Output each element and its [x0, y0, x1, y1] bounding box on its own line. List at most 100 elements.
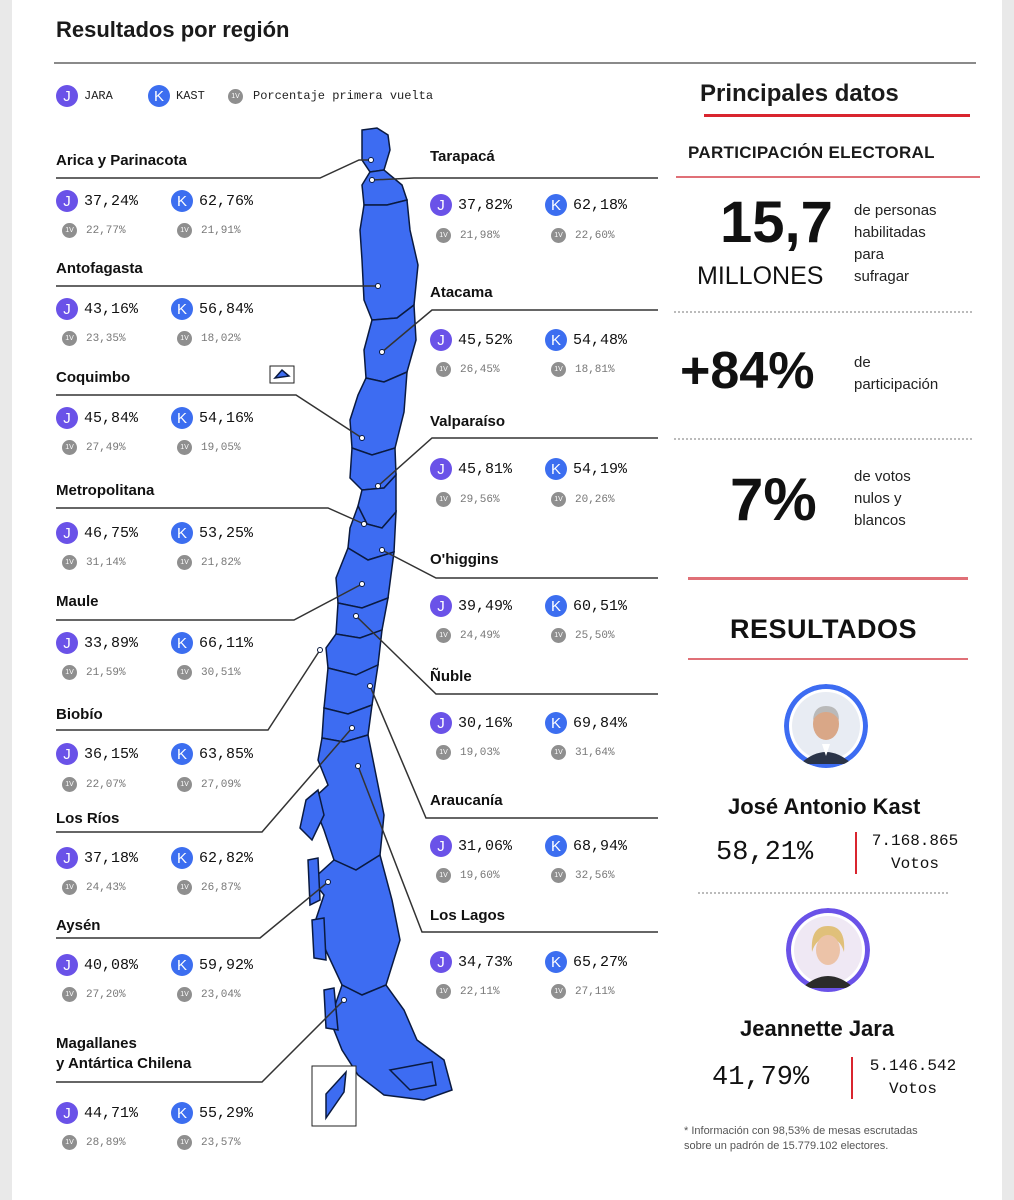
kast-first-round-pct: 26,87% — [201, 881, 241, 894]
kast-badge-icon: K — [545, 951, 567, 973]
first-round-badge-icon: 1V — [436, 362, 451, 377]
region-name: Arica y Parinacota — [56, 152, 187, 169]
votes-count: 7.168.865 — [871, 832, 959, 850]
region-shape-islands-2 — [311, 917, 327, 961]
votes-label: Votos — [890, 855, 939, 873]
first-round-badge-icon: 1V — [436, 492, 451, 507]
kast-first-round-pct: 23,04% — [201, 988, 241, 1001]
participation-underline — [676, 176, 980, 178]
jara-first-round-pct: 23,35% — [86, 332, 126, 345]
first-round-badge-icon: 1V — [177, 555, 192, 570]
region-nuble: Ñuble J 30,16% K 69,84% 1V 19,03% 1V 31,64% — [430, 668, 670, 778]
candidate-name: Jeannette Jara — [740, 1016, 895, 1041]
jara-portrait-icon — [786, 908, 870, 992]
jara-pct: 43,16% — [84, 300, 139, 318]
chile-map — [56, 127, 658, 1127]
stat-divider — [674, 438, 972, 440]
kast-first-round-pct: 21,82% — [201, 556, 241, 569]
first-round-badge-icon: 1V — [551, 228, 566, 243]
jara-pct: 36,15% — [84, 745, 139, 763]
kast-badge-icon: K — [545, 458, 567, 480]
kast-first-round-pct: 22,60% — [575, 229, 615, 242]
kast-pct: 62,76% — [199, 192, 254, 210]
jara-badge-icon: J — [430, 951, 452, 973]
jara-first-round-pct: 19,03% — [460, 746, 500, 759]
first-round-badge-icon: 1V — [62, 777, 77, 792]
kast-pct: 56,84% — [199, 300, 254, 318]
jara-badge-icon: J — [56, 847, 78, 869]
legend-jara: J JARA — [56, 84, 113, 108]
jara-first-round-pct: 29,56% — [460, 493, 500, 506]
stat-desc-line: para — [854, 246, 885, 263]
kast-first-round-pct: 20,26% — [575, 493, 615, 506]
jara-pct: 40,08% — [84, 956, 139, 974]
kast-badge-icon: K — [171, 407, 193, 429]
first-round-badge-icon: 1V — [62, 1135, 77, 1150]
first-round-badge-icon: 1V — [177, 880, 192, 895]
leader-lines — [56, 159, 658, 1083]
region-name: Los Lagos — [430, 907, 506, 924]
jara-pct: 33,89% — [84, 634, 139, 652]
stat-description: de votos nulos y blancos — [854, 466, 911, 532]
kast-pct: 65,27% — [573, 953, 628, 971]
region-shape-aysen — [310, 853, 401, 996]
region-ohiggins: O'higgins J 39,49% K 60,51% 1V 24,49% 1V 25,… — [430, 551, 670, 661]
region-biobio: Biobío J 36,15% K 63,85% 1V 22,07% 1V 27,09% — [56, 706, 296, 816]
footnote-line: sobre un padrón de 15.779.102 electores. — [684, 1140, 889, 1152]
legend-first-round-label: Porcentaje primera vuelta — [253, 89, 434, 103]
footnote-line: * Información con 98,53% de mesas escrut… — [684, 1125, 918, 1137]
first-round-badge-icon: 1V — [436, 628, 451, 643]
first-round-badge-icon: 1V — [551, 745, 566, 760]
first-round-badge-icon: 1V — [62, 331, 77, 346]
jara-badge-icon: J — [56, 1102, 78, 1124]
kast-first-round-pct: 21,91% — [201, 224, 241, 237]
region-name-line1: Magallanes — [56, 1035, 137, 1052]
first-round-badge-icon: 1V — [551, 628, 566, 643]
kast-badge-icon: K — [171, 954, 193, 976]
jara-badge-icon: J — [56, 190, 78, 212]
votes-count: 5.146.542 — [869, 1057, 957, 1075]
jara-pct: 37,18% — [84, 849, 139, 867]
first-round-badge-icon: 1V — [177, 1135, 192, 1150]
jara-badge-icon: J — [430, 595, 452, 617]
region-shape-islands-1 — [307, 857, 321, 907]
region-los-rios: Los Ríos J 37,18% K 62,82% 1V 24,43% 1V 26,8… — [56, 810, 296, 920]
kast-badge-icon: K — [171, 298, 193, 320]
region-shape-antofagasta — [359, 199, 419, 321]
jara-first-round-pct: 27,49% — [86, 441, 126, 454]
first-round-badge-icon: 1V — [551, 362, 566, 377]
region-los-lagos: Los Lagos J 34,73% K 65,27% 1V 22,11% 1V 27,… — [430, 907, 670, 1017]
kast-badge-icon: K — [545, 595, 567, 617]
region-metropolitana: Metropolitana J 46,75% K 53,25% 1V 31,14% 1… — [56, 482, 296, 592]
map-regions — [299, 127, 453, 1101]
jara-pct: 44,71% — [84, 1104, 139, 1122]
kast-badge-icon: K — [148, 85, 170, 107]
first-round-badge-icon: 1V — [177, 987, 192, 1002]
kast-pct: 68,94% — [573, 837, 628, 855]
region-shape-los-lagos — [311, 734, 385, 871]
first-round-badge-icon: 1V — [551, 492, 566, 507]
panel-title-underline — [704, 114, 970, 117]
first-round-badge-icon: 1V — [62, 987, 77, 1002]
region-tarapaca: Tarapacá J 37,82% K 62,18% 1V 21,98% 1V 22,6… — [430, 148, 670, 258]
region-name: Araucanía — [430, 792, 503, 809]
kast-badge-icon: K — [171, 522, 193, 544]
region-name-line2: y Antártica Chilena — [56, 1055, 192, 1072]
candidate-name: José Antonio Kast — [728, 794, 921, 819]
first-round-badge-icon: 1V — [62, 880, 77, 895]
results-top-rule — [688, 577, 968, 580]
region-shape-coquimbo — [349, 370, 408, 456]
first-round-badge-icon: 1V — [177, 331, 192, 346]
stat-eligible-voters: 15,7 MILLONES de personas habilitadas pa… — [674, 188, 974, 298]
kast-badge-icon: K — [545, 194, 567, 216]
jara-first-round-pct: 24,43% — [86, 881, 126, 894]
candidate-pct: 58,21% — [716, 838, 814, 868]
kast-pct: 54,16% — [199, 409, 254, 427]
first-round-badge-icon: 1V — [62, 555, 77, 570]
jara-badge-icon: J — [430, 835, 452, 857]
jara-first-round-pct: 24,49% — [460, 629, 500, 642]
kast-badge-icon: K — [171, 190, 193, 212]
stat-description: de personas habilitadas para sufragar — [854, 200, 937, 288]
kast-first-round-pct: 23,57% — [201, 1136, 241, 1149]
page-title: Resultados por región — [56, 17, 290, 42]
